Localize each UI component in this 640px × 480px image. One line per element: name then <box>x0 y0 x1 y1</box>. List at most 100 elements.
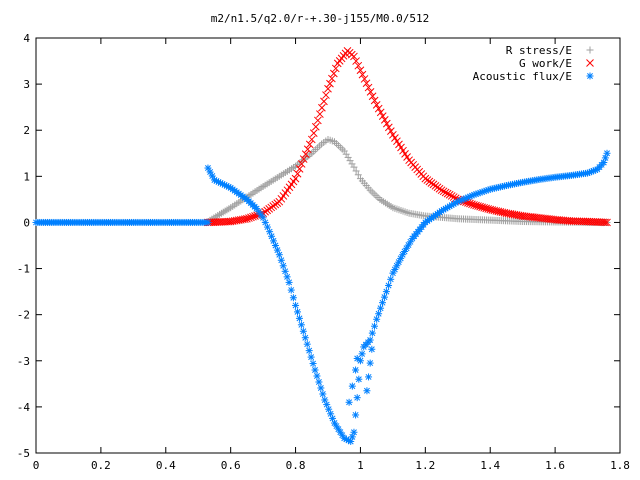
data-point <box>209 218 218 227</box>
series-1 <box>204 47 611 227</box>
data-point <box>352 366 360 374</box>
data-point <box>439 187 448 196</box>
data-point <box>355 375 363 383</box>
data-point <box>320 97 328 106</box>
data-point <box>215 218 224 226</box>
legend-label: G work/E <box>519 57 572 70</box>
data-point <box>352 411 360 419</box>
data-point <box>311 122 320 131</box>
data-point <box>315 378 323 386</box>
data-point <box>437 186 446 195</box>
data-point <box>305 140 314 149</box>
data-point <box>344 153 352 161</box>
data-point <box>372 192 380 200</box>
data-point <box>275 251 283 259</box>
data-point <box>466 199 474 208</box>
data-point <box>311 366 319 374</box>
data-point <box>329 69 338 78</box>
data-point <box>350 52 358 61</box>
data-point <box>358 70 367 79</box>
data-point <box>303 340 311 348</box>
data-point <box>295 164 304 173</box>
data-point <box>601 218 609 227</box>
data-point <box>377 304 385 312</box>
data-point <box>301 334 309 342</box>
data-point <box>399 251 407 259</box>
x-tick-label: 0.8 <box>286 459 306 472</box>
y-tick-label: -5 <box>17 447 30 460</box>
data-point <box>364 83 373 92</box>
plot-frame <box>35 37 621 454</box>
x-tick-label: 0.2 <box>91 459 111 472</box>
x-tick-label: 1.6 <box>545 459 565 472</box>
data-point <box>316 142 324 150</box>
data-point <box>384 123 393 132</box>
data-point <box>358 350 366 358</box>
data-point <box>447 192 456 200</box>
data-point <box>387 127 395 135</box>
data-point <box>363 387 371 395</box>
data-point <box>336 143 344 151</box>
data-point <box>353 354 361 362</box>
data-point <box>305 347 313 355</box>
data-point <box>346 157 354 165</box>
data-point <box>322 91 330 99</box>
data-point <box>314 144 322 152</box>
y-tick-label: 4 <box>23 32 30 45</box>
data-point <box>360 75 369 83</box>
data-point <box>350 163 358 171</box>
data-point <box>395 258 403 266</box>
data-point <box>295 314 303 322</box>
data-point <box>393 262 401 270</box>
data-point <box>352 167 360 175</box>
data-point <box>309 129 318 137</box>
data-point <box>289 294 297 302</box>
data-point <box>316 110 324 118</box>
x-tick-label: 0 <box>33 459 40 472</box>
data-point <box>207 218 216 227</box>
data-point <box>397 254 405 262</box>
data-point <box>299 155 308 163</box>
y-tick-label: 0 <box>23 216 30 229</box>
data-point <box>372 101 381 109</box>
data-point <box>204 218 212 226</box>
data-point <box>310 147 318 155</box>
data-point <box>303 145 312 154</box>
data-point <box>342 150 350 158</box>
x-tick-label: 1 <box>357 459 364 472</box>
data-point <box>356 66 365 75</box>
data-point <box>217 218 226 226</box>
data-point <box>249 212 257 221</box>
data-point <box>297 160 306 168</box>
data-point <box>345 398 353 406</box>
data-point <box>292 301 300 309</box>
series-layer <box>32 47 611 445</box>
data-point <box>354 171 362 179</box>
data-point <box>309 360 317 368</box>
data-point <box>283 273 291 281</box>
data-point <box>371 322 379 330</box>
data-point <box>603 218 611 227</box>
data-point <box>385 281 393 289</box>
data-point <box>294 308 302 316</box>
y-tick-label: -2 <box>17 309 30 322</box>
legend-label: Acoustic flux/E <box>473 70 572 83</box>
data-point <box>287 286 295 294</box>
y-tick-label: 3 <box>23 78 30 91</box>
x-tick-label: 1.4 <box>480 459 500 472</box>
y-tick-label: 2 <box>23 124 30 137</box>
data-point <box>245 214 253 222</box>
y-tick-label: -3 <box>17 355 30 368</box>
data-point <box>307 353 315 361</box>
data-point <box>452 199 460 207</box>
y-tick-label: -1 <box>17 263 30 276</box>
data-point <box>603 149 611 157</box>
data-point <box>291 174 300 183</box>
data-point <box>324 84 332 93</box>
data-point <box>391 265 399 273</box>
data-point <box>368 92 377 101</box>
legend-label: R stress/E <box>506 44 572 57</box>
data-point <box>350 428 358 436</box>
